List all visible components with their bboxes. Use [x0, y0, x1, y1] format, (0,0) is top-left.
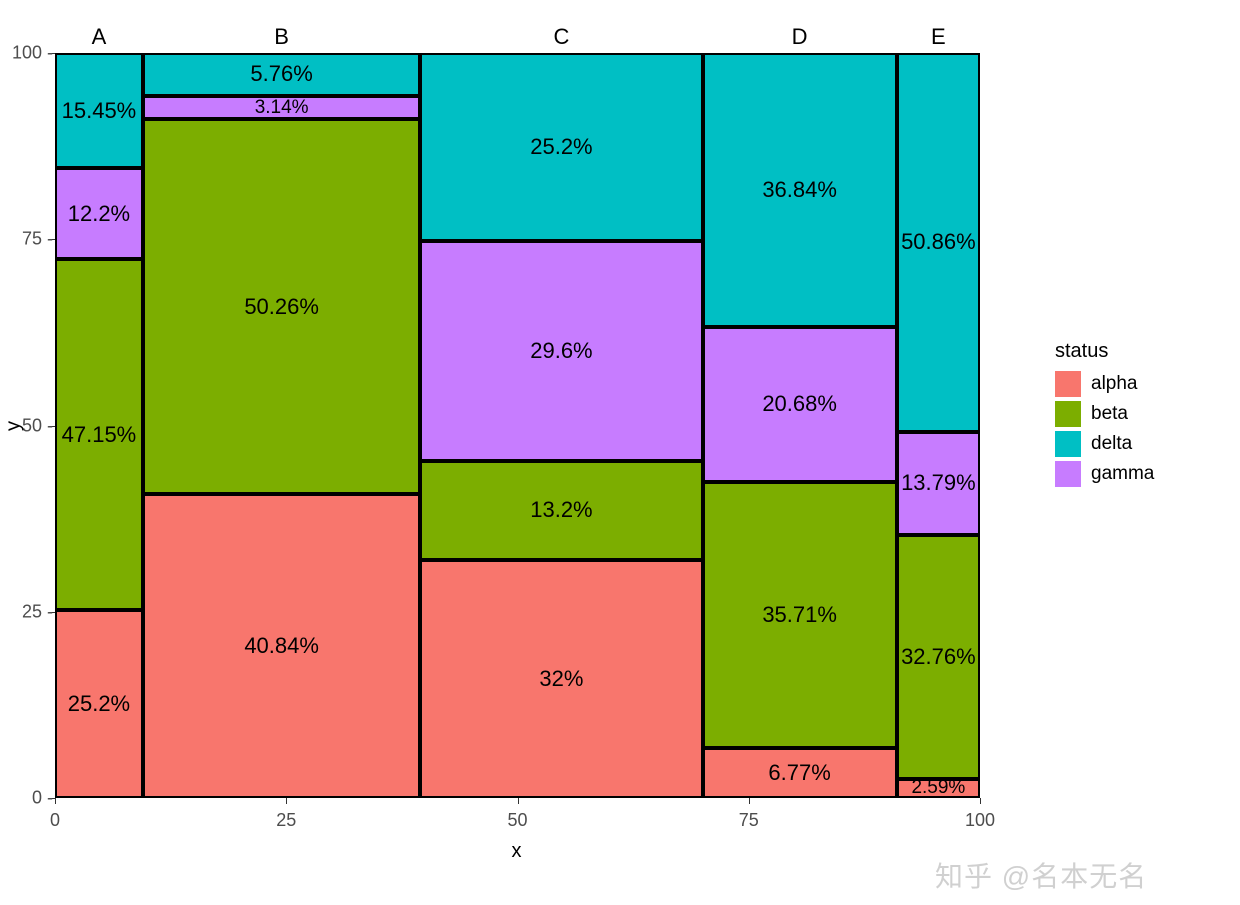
cell-label: 2.59%	[911, 777, 965, 799]
cell-label: 32.76%	[901, 644, 976, 670]
cell-label: 50.26%	[244, 294, 319, 320]
cell-label: 35.71%	[762, 602, 837, 628]
x-axis-title: x	[512, 840, 522, 863]
legend-label: beta	[1091, 403, 1128, 425]
legend-label: gamma	[1091, 463, 1154, 485]
x-tick-mark	[980, 798, 981, 804]
x-tick-mark	[518, 798, 519, 804]
cell-label: 20.68%	[762, 391, 837, 417]
column-label-D: D	[792, 24, 808, 50]
watermark: 知乎 @名本无名	[935, 855, 1147, 895]
cell-label: 40.84%	[244, 633, 319, 659]
cell-label: 13.79%	[901, 470, 976, 496]
x-tick-label: 25	[276, 810, 296, 831]
cell-label: 36.84%	[762, 177, 837, 203]
legend-swatch	[1055, 461, 1081, 487]
column-label-C: C	[553, 24, 569, 50]
x-tick-mark	[55, 798, 56, 804]
legend-item-beta: beta	[1055, 401, 1154, 427]
cell-label: 29.6%	[530, 338, 592, 364]
column-label-A: A	[92, 24, 107, 50]
x-tick-mark	[286, 798, 287, 804]
cell-label: 15.45%	[62, 98, 137, 124]
cell-label: 12.2%	[68, 201, 130, 227]
cell-label: 32%	[539, 666, 583, 692]
legend-label: alpha	[1091, 373, 1138, 395]
cell-label: 50.86%	[901, 229, 976, 255]
cell-label: 3.14%	[255, 97, 309, 119]
cell-label: 5.76%	[250, 61, 312, 87]
x-tick-label: 50	[507, 810, 527, 831]
legend-item-delta: delta	[1055, 431, 1154, 457]
legend-swatch	[1055, 401, 1081, 427]
legend: status alpha beta delta gamma	[1055, 340, 1154, 491]
y-tick-label: 50 -	[22, 415, 53, 436]
cell-label: 13.2%	[530, 497, 592, 523]
x-tick-label: 75	[739, 810, 759, 831]
column-label-E: E	[931, 24, 946, 50]
y-axis-title: y	[3, 421, 26, 431]
plot-panel: 25.2% 47.15% 12.2% 15.45% 40.84% 50.26% 3.14% 5…	[55, 53, 980, 798]
column-label-B: B	[274, 24, 289, 50]
mosaic-chart: 25.2% 47.15% 12.2% 15.45% 40.84% 50.26% 3.14% 5…	[0, 0, 1240, 905]
legend-swatch	[1055, 431, 1081, 457]
x-tick-label: 100	[965, 810, 995, 831]
y-tick-label: 75 -	[22, 229, 53, 250]
legend-label: delta	[1091, 433, 1132, 455]
x-tick-mark	[749, 798, 750, 804]
legend-title: status	[1055, 340, 1154, 363]
y-tick-label: 100 -	[12, 43, 53, 64]
legend-item-gamma: gamma	[1055, 461, 1154, 487]
cell-label: 25.2%	[68, 691, 130, 717]
cell-label: 47.15%	[62, 422, 137, 448]
cell-label: 25.2%	[530, 134, 592, 160]
legend-swatch	[1055, 371, 1081, 397]
legend-item-alpha: alpha	[1055, 371, 1154, 397]
cell-label: 6.77%	[768, 760, 830, 786]
y-tick-label: 0 -	[32, 788, 53, 809]
y-tick-label: 25 -	[22, 601, 53, 622]
x-tick-label: 0	[50, 810, 60, 831]
